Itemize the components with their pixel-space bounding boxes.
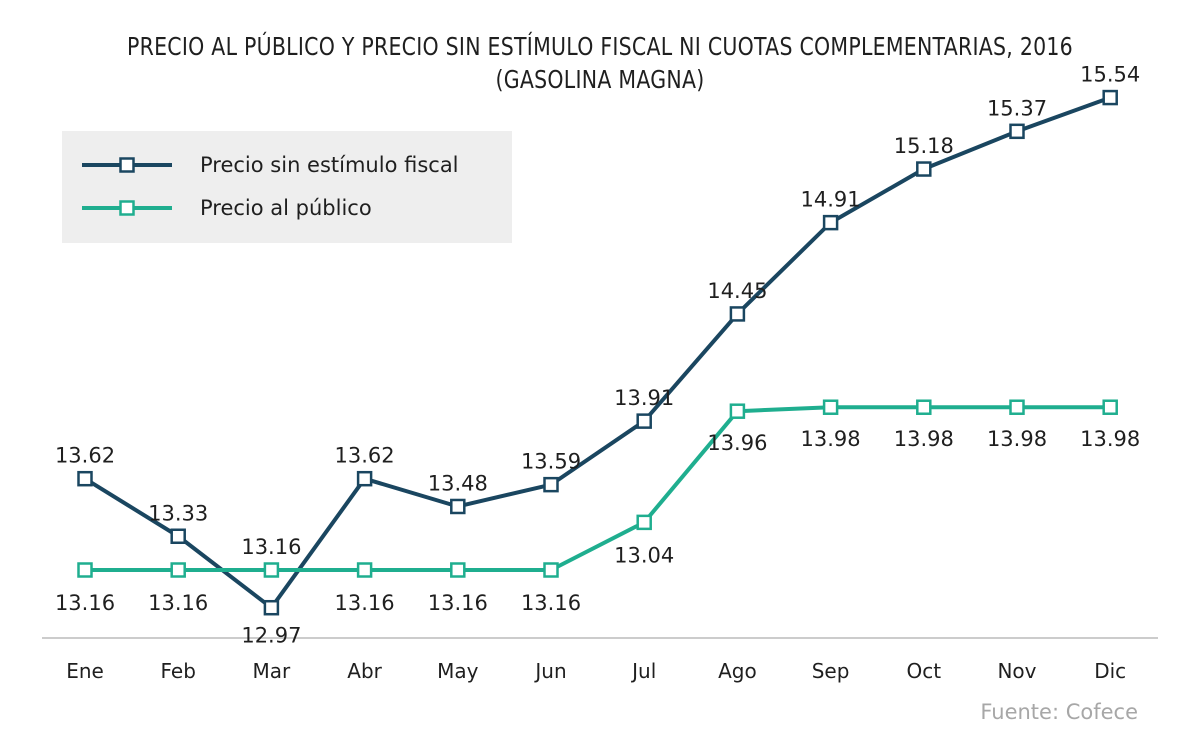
x-tick-label-oct: Oct — [907, 659, 942, 683]
marker-publico-may — [450, 562, 466, 578]
data-label-publico-oct: 13.98 — [894, 427, 954, 451]
data-label-sin-estimulo-ago: 14.45 — [707, 279, 767, 303]
source-note: Fuente: Cofece — [980, 700, 1138, 724]
marker-publico-sep — [822, 399, 839, 415]
x-tick-label-mar: Mar — [253, 659, 292, 683]
marker-publico-feb — [170, 562, 186, 578]
data-label-sin-estimulo-mar: 12.97 — [241, 624, 301, 648]
data-label-sin-estimulo-jul: 13.91 — [614, 386, 674, 410]
x-tick-label-may: May — [437, 659, 479, 683]
data-label-publico-mar: 13.16 — [241, 535, 301, 559]
marker-sin-estimulo-abr — [356, 470, 373, 487]
data-label-publico-feb: 13.16 — [148, 591, 208, 615]
data-label-publico-jul: 13.04 — [614, 543, 674, 567]
x-tick-label-abr: Abr — [347, 659, 382, 683]
x-tick-label-ene: Ene — [66, 659, 104, 683]
data-label-sin-estimulo-nov: 15.37 — [987, 96, 1047, 120]
series-line-sin-estimulo — [83, 95, 1111, 610]
marker-sin-estimulo-jun — [543, 476, 559, 493]
x-tick-label-jun: Jun — [533, 659, 566, 683]
data-label-sin-estimulo-sep: 14.91 — [801, 188, 861, 212]
legend-label-sin-estimulo: Precio sin estímulo fiscal — [200, 153, 459, 177]
x-tick-label-jul: Jul — [630, 659, 656, 683]
chart-title-line-2: (GASOLINA MAGNA) — [495, 65, 705, 94]
marker-sin-estimulo-dic — [1102, 89, 1118, 106]
data-label-publico-ago: 13.96 — [707, 431, 767, 455]
x-tick-label-nov: Nov — [997, 659, 1036, 683]
marker-publico-ene — [77, 562, 93, 578]
series-layer — [77, 89, 1118, 616]
data-label-sin-estimulo-jun: 13.59 — [521, 450, 581, 474]
data-label-publico-may: 13.16 — [428, 591, 488, 615]
data-label-sin-estimulo-abr: 13.62 — [335, 444, 395, 468]
x-tick-label-dic: Dic — [1094, 659, 1126, 683]
marker-publico-nov — [1009, 399, 1025, 415]
data-label-sin-estimulo-feb: 13.33 — [148, 501, 208, 525]
data-label-sin-estimulo-ene: 13.62 — [55, 444, 115, 468]
chart-title: PRECIO AL PÚBLICO Y PRECIO SIN ESTÍMULO … — [108, 30, 1092, 96]
marker-sin-estimulo-feb — [170, 528, 186, 545]
legend-label-publico: Precio al público — [200, 196, 372, 220]
legend: Precio sin estímulo fiscal Precio al públ… — [62, 131, 512, 243]
marker-publico-oct — [916, 399, 932, 415]
data-label-sin-estimulo-dic: 15.54 — [1080, 63, 1140, 87]
data-label-publico-dic: 13.98 — [1080, 427, 1140, 451]
data-label-publico-ene: 13.16 — [55, 591, 115, 615]
chart-title-line-1: PRECIO AL PÚBLICO Y PRECIO SIN ESTÍMULO … — [127, 32, 1073, 61]
legend-marker-publico — [119, 200, 135, 216]
data-label-publico-abr: 13.16 — [335, 591, 395, 615]
marker-sin-estimulo-may — [450, 498, 466, 515]
marker-publico-dic — [1102, 399, 1118, 415]
data-label-publico-nov: 13.98 — [987, 427, 1047, 451]
data-label-sin-estimulo-oct: 15.18 — [894, 134, 954, 158]
series-line-publico — [85, 405, 1111, 572]
data-label-publico-sep: 13.98 — [801, 427, 861, 451]
data-label-layer: 13.62 13.33 12.97 13.62 13.48 13.59 13.91 14.45… — [55, 63, 1140, 648]
marker-sin-estimulo-ene — [77, 470, 93, 487]
marker-sin-estimulo-ago — [729, 306, 746, 322]
x-axis-tick-labels: Ene Feb Mar Abr May Jun Jul Ago Sep Oct Nov Dic — [66, 659, 1126, 683]
data-label-sin-estimulo-may: 13.48 — [428, 471, 488, 495]
marker-publico-abr — [356, 562, 373, 578]
legend-box — [62, 131, 512, 243]
marker-sin-estimulo-nov — [1009, 123, 1025, 140]
x-tick-label-feb: Feb — [160, 659, 195, 683]
marker-publico-jun — [543, 562, 559, 578]
legend-marker-sin-estimulo — [119, 157, 135, 173]
marker-sin-estimulo-oct — [916, 161, 932, 177]
marker-sin-estimulo-mar — [263, 599, 280, 616]
marker-publico-jul — [636, 514, 652, 531]
marker-sin-estimulo-sep — [822, 214, 839, 231]
data-label-publico-jun: 13.16 — [521, 591, 581, 615]
marker-publico-mar — [263, 562, 280, 578]
x-tick-label-sep: Sep — [812, 659, 850, 683]
marker-publico-ago — [729, 403, 746, 419]
x-tick-label-ago: Ago — [718, 659, 757, 683]
marker-sin-estimulo-jul — [636, 413, 652, 429]
